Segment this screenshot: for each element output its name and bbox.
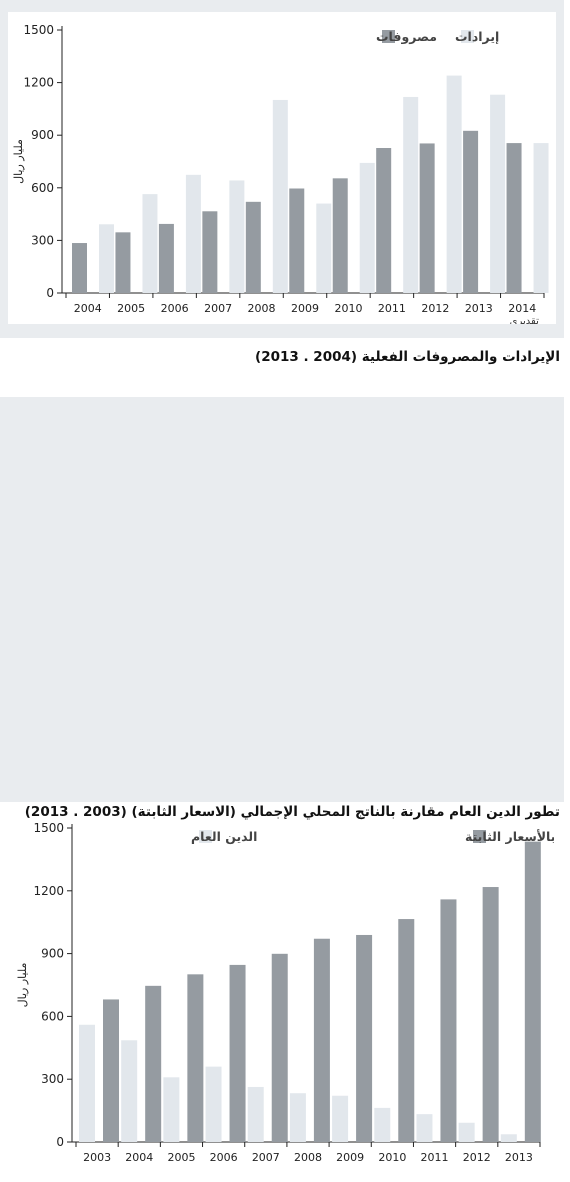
x-tick-label: 2005 — [117, 302, 145, 315]
bar-2006-s0 — [158, 223, 174, 293]
chart-revenue-expenses: 0 300 600 900 1200 1500 مليار ريال 2004 2005 2006… — [12, 23, 549, 324]
bar-2004-s1 — [99, 224, 114, 293]
x-tick-label: 2006 — [210, 1151, 238, 1164]
plot-area-debt-gdp: 0 300 600 900 1200 1500 مليار ريال 2003 2004 2005… — [10, 810, 554, 1182]
y-tick-label: 600 — [41, 1009, 64, 1023]
chart-title-revenue-expenses: الإيرادات والمصروفات الفعلية (2004 . 201… — [255, 349, 560, 365]
x-tick-label: 2008 — [294, 1151, 322, 1164]
y-tick-label: 1200 — [23, 76, 54, 90]
x-tick-label: 2010 — [378, 1151, 406, 1164]
x-tick-label: 2011 — [421, 1151, 449, 1164]
y-tick-label: 900 — [41, 947, 64, 961]
bar-2007-s0 — [247, 1086, 264, 1142]
bar-2007-s1 — [271, 953, 288, 1142]
bar-2012-s0 — [458, 1122, 475, 1142]
bar-2008-s1 — [272, 99, 288, 293]
bar-2008-s1 — [313, 938, 330, 1142]
bar-2005-s0 — [115, 232, 131, 293]
bar-2008-s0 — [289, 1093, 306, 1142]
bar-2004-s0 — [72, 243, 87, 293]
x-tick-label: 2010 — [334, 302, 362, 315]
x-tick-label: 2014 — [508, 302, 536, 315]
legend-label: الدين العام — [191, 829, 257, 845]
x-tick-label: 2003 — [83, 1151, 111, 1164]
y-axis-label: مليار ريال — [16, 963, 29, 1008]
x-tick-label: 2013 — [465, 302, 493, 315]
x-tick-label: 2004 — [74, 302, 102, 315]
bar-2003-s0 — [79, 1024, 95, 1142]
bar-2011-s0 — [416, 1114, 433, 1142]
bar-2007-s0 — [202, 211, 218, 293]
y-tick-label: 900 — [31, 128, 54, 142]
x-tick-label: 2012 — [421, 302, 449, 315]
legend-swatch-s1 — [461, 30, 474, 43]
chart-panel-revenue-expenses: 0 300 600 900 1200 1500 مليار ريال 2004 2005 2006… — [0, 0, 564, 338]
bar-2009-s0 — [332, 1095, 349, 1142]
bar-2005-s1 — [142, 194, 158, 293]
x-tick-label: 2012 — [463, 1151, 491, 1164]
x-tick-label: 2013 — [505, 1151, 533, 1164]
plot-area-revenue-expenses: 0 300 600 900 1200 1500 مليار ريال 2004 2005 2006… — [8, 12, 556, 324]
bar-2010-s1 — [359, 162, 375, 293]
bar-2010-s0 — [374, 1107, 391, 1142]
bar-2010-s0 — [332, 178, 348, 293]
bar-2010-s1 — [398, 919, 415, 1142]
bar-2011-s1 — [440, 899, 457, 1142]
legend-label: مصروفات — [376, 29, 437, 44]
legend-label: إيرادات — [455, 29, 499, 44]
x-tick-sublabel: تقديري — [510, 316, 539, 324]
chart-debt-gdp: 0 300 600 900 1200 1500 مليار ريال 2003 2004 2005… — [16, 821, 554, 1164]
bar-2012-s1 — [482, 887, 499, 1142]
bar-2009-s1 — [356, 934, 373, 1142]
y-tick-label: 600 — [31, 181, 54, 195]
bar-2011-s0 — [376, 147, 392, 293]
x-tick-label: 2007 — [252, 1151, 280, 1164]
y-axis-label: مليار ريال — [12, 139, 25, 184]
bar-2014-s1 — [533, 143, 549, 293]
x-tick-label: 2008 — [248, 302, 276, 315]
bar-2005-s0 — [163, 1077, 180, 1142]
x-tick-label: 2006 — [161, 302, 189, 315]
bar-2014-s0 — [506, 143, 522, 293]
x-tick-label: 2009 — [336, 1151, 364, 1164]
bar-2005-s1 — [187, 974, 204, 1142]
bar-2013-s1 — [490, 94, 506, 293]
legend-swatch-s0 — [199, 830, 212, 843]
chart-panel-debt-gdp: 0 300 600 900 1200 1500 مليار ريال 2003 2004 2005… — [0, 397, 564, 1182]
bar-2013-s0 — [463, 130, 479, 293]
y-tick-label: 300 — [31, 233, 54, 247]
bar-2012-s1 — [446, 75, 462, 293]
bar-2006-s1 — [185, 174, 201, 293]
bar-2012-s0 — [419, 143, 435, 293]
bar-2009-s1 — [316, 203, 332, 293]
bar-2006-s0 — [205, 1066, 222, 1142]
bar-2003-s1 — [103, 999, 119, 1142]
x-tick-label: 2005 — [167, 1151, 195, 1164]
legend-swatch-s1 — [473, 830, 486, 843]
y-tick-label: 0 — [46, 286, 54, 300]
bar-2011-s1 — [403, 96, 419, 294]
bar-2013-s1 — [524, 841, 541, 1142]
bar-2004-s0 — [121, 1040, 138, 1142]
bar-2009-s0 — [289, 188, 305, 293]
bar-2008-s0 — [245, 201, 261, 293]
bar-2013-s0 — [500, 1134, 517, 1142]
x-tick-label: 2009 — [291, 302, 319, 315]
chart-title-debt-gdp: تطور الدين العام مقارنة بالناتج المحلي ا… — [24, 804, 560, 820]
bar-2007-s1 — [229, 180, 245, 293]
x-tick-label: 2004 — [125, 1151, 153, 1164]
y-tick-label: 1200 — [33, 884, 64, 898]
x-tick-label: 2011 — [378, 302, 406, 315]
x-tick-label: 2007 — [204, 302, 232, 315]
y-tick-label: 0 — [56, 1135, 64, 1149]
bar-2004-s1 — [145, 985, 162, 1142]
y-tick-label: 1500 — [33, 821, 64, 835]
legend-swatch-s0 — [382, 30, 395, 43]
legend-label: الناتج المحلي الإجمالي بالأسعار الثابتة — [465, 829, 554, 844]
y-tick-label: 1500 — [23, 23, 54, 37]
bar-2006-s1 — [229, 964, 246, 1142]
y-tick-label: 300 — [41, 1072, 64, 1086]
